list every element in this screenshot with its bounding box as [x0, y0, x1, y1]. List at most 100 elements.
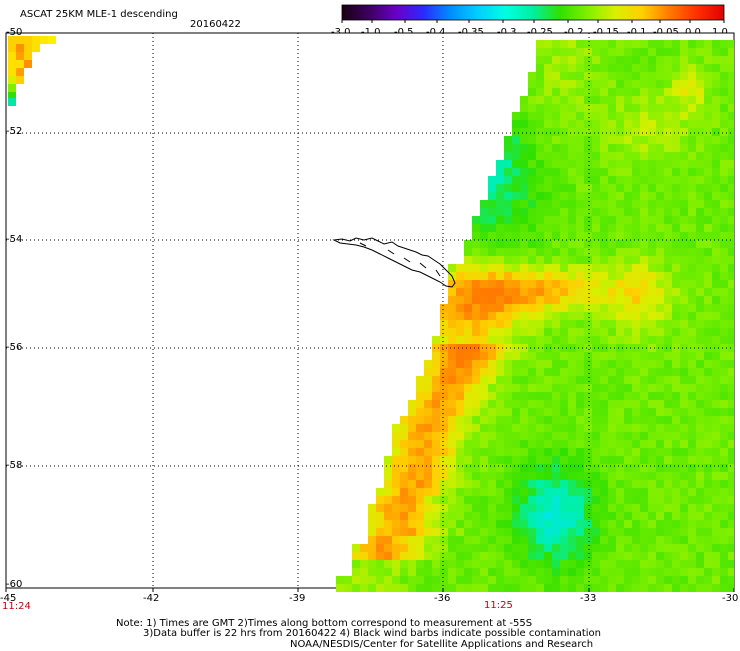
swath-cell — [472, 256, 480, 264]
swath-cell — [672, 136, 680, 144]
swath-cell — [488, 376, 496, 384]
swath-cell — [584, 360, 592, 368]
swath-cell — [728, 384, 734, 392]
swath-cell — [368, 560, 376, 568]
swath-cell — [520, 520, 528, 528]
swath-cell — [680, 504, 688, 512]
swath-cell — [696, 336, 704, 344]
swath-cell — [656, 432, 664, 440]
swath-cell — [672, 72, 680, 80]
swath-cell — [592, 296, 600, 304]
swath-cell — [592, 104, 600, 112]
swath-cell — [632, 264, 640, 272]
swath-cell — [592, 48, 600, 56]
swath-cell — [432, 456, 440, 464]
swath-cell — [464, 480, 472, 488]
swath-cell — [480, 416, 488, 424]
swath-cell — [648, 448, 656, 456]
swath-cell — [512, 312, 520, 320]
swath-cell — [544, 144, 552, 152]
swath-cell — [664, 568, 672, 576]
swath-cell — [496, 496, 504, 504]
swath-cell — [496, 472, 504, 480]
swath-cell — [712, 264, 720, 272]
swath-cell — [424, 576, 432, 584]
swath-cell — [608, 296, 616, 304]
swath-cell — [656, 584, 664, 592]
swath-cell — [568, 440, 576, 448]
swath-cell — [592, 528, 600, 536]
swath-cell — [376, 576, 384, 584]
swath-cell — [648, 520, 656, 528]
swath-cell — [472, 384, 480, 392]
swath-cell — [496, 280, 504, 288]
swath-cell — [624, 392, 632, 400]
swath-cell — [424, 448, 432, 456]
swath-cell — [720, 480, 728, 488]
swath-cell — [648, 536, 656, 544]
swath-cell — [504, 248, 512, 256]
swath-cell — [664, 48, 672, 56]
swath-cell — [520, 440, 528, 448]
swath-cell — [536, 368, 544, 376]
swath-cell — [696, 536, 704, 544]
swath-cell — [680, 128, 688, 136]
swath-cell — [496, 184, 504, 192]
swath-cell — [664, 576, 672, 584]
swath-cell — [656, 496, 664, 504]
swath-cell — [664, 288, 672, 296]
swath-cell — [600, 248, 608, 256]
swath-cell — [704, 568, 712, 576]
swath-cell — [616, 488, 624, 496]
swath-cell — [496, 168, 504, 176]
swath-cell — [648, 80, 656, 88]
swath-cell — [504, 472, 512, 480]
swath-cell — [640, 48, 648, 56]
swath-cell — [520, 120, 528, 128]
swath-cell — [608, 552, 616, 560]
swath-cell — [632, 168, 640, 176]
swath-cell — [472, 376, 480, 384]
swath-cell — [400, 488, 408, 496]
swath-cell — [424, 400, 432, 408]
swath-cell — [432, 368, 440, 376]
swath-cell — [600, 136, 608, 144]
swath-cell — [592, 128, 600, 136]
swath-cell — [680, 272, 688, 280]
swath-cell — [632, 448, 640, 456]
swath-cell — [24, 52, 32, 60]
swath-cell — [528, 136, 536, 144]
swath-cell — [584, 232, 592, 240]
swath-cell — [560, 336, 568, 344]
swath-cell — [680, 424, 688, 432]
swath-cell — [544, 168, 552, 176]
swath-cell — [616, 520, 624, 528]
swath-cell — [584, 456, 592, 464]
swath-cell — [560, 304, 568, 312]
swath-cell — [600, 320, 608, 328]
swath-cell — [608, 472, 616, 480]
swath-cell — [544, 48, 552, 56]
swath-cell — [512, 232, 520, 240]
swath-cell — [520, 112, 528, 120]
swath-cell — [664, 448, 672, 456]
swath-cell — [688, 216, 696, 224]
swath-cell — [648, 464, 656, 472]
swath-cell — [384, 544, 392, 552]
swath-cell — [520, 328, 528, 336]
swath-cell — [728, 560, 734, 568]
swath-cell — [728, 136, 734, 144]
swath-cell — [640, 336, 648, 344]
swath-cell — [576, 488, 584, 496]
swath-cell — [472, 584, 480, 592]
swath-cell — [688, 528, 696, 536]
swath-cell — [472, 240, 480, 248]
swath-cell — [712, 136, 720, 144]
swath-cell — [536, 112, 544, 120]
swath-cell — [520, 552, 528, 560]
swath-cell — [664, 272, 672, 280]
swath-cell — [400, 528, 408, 536]
swath-cell — [488, 216, 496, 224]
swath-cell — [688, 64, 696, 72]
swath-cell — [528, 208, 536, 216]
